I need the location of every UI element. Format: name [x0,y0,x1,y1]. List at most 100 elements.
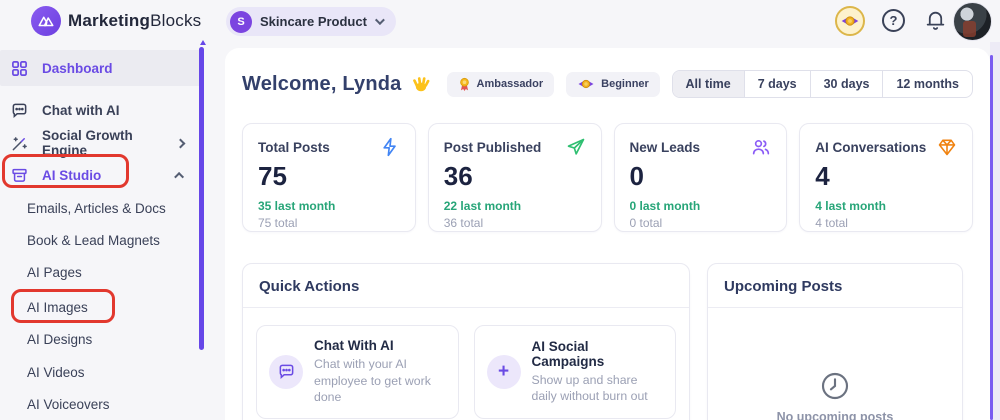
sidebar-item-label: Dashboard [42,60,113,76]
stat-last-month: 0 last month [629,199,701,213]
sidebar-subitem-book-lead-magnets[interactable]: Book & Lead Magnets [0,228,190,252]
chevron-down-icon [374,15,385,26]
chevron-up-icon [174,171,185,182]
stat-title: AI Conversations [815,139,927,155]
stat-value: 4 [815,161,830,191]
stat-card-ai-conversations: AI Conversations 4 4 last month 4 total [799,123,973,232]
badge-label: Ambassador [476,78,544,90]
waving-hand-icon [411,74,431,94]
sidebar-item-chat-with-ai[interactable]: Chat with AI [0,92,202,128]
stat-value: 75 [258,161,287,191]
stat-card-new-leads: New Leads 0 0 last month 0 total [613,123,788,232]
brand-name-bold: Marketing [68,11,151,30]
time-filter-12-months[interactable]: 12 months [882,71,972,97]
sidebar-subitem-ai-videos[interactable]: AI Videos [0,360,190,384]
workspace-initial: S [230,10,252,33]
sidebar-subitem-emails-articles-docs[interactable]: Emails, Articles & Docs [0,196,190,220]
sidebar-subitem-ai-images[interactable]: AI Images [0,295,190,319]
sidebar-item-social-growth-engine[interactable]: Social Growth Engine [0,125,202,161]
sidebar-subitem-label: AI Voiceovers [27,396,110,412]
badge-beginner: Beginner [566,71,660,97]
archive-box-icon [12,168,27,182]
quick-action-description: Chat with your AI employee to get work d… [314,357,431,405]
time-filter-all-time[interactable]: All time [672,71,744,97]
lightning-bolt-icon [383,137,396,157]
brand-name: MarketingBlocks [68,11,201,31]
stat-total: 0 total [629,216,663,230]
workspace-selector[interactable]: S Skincare Product [226,7,396,36]
gem-icon [938,139,956,156]
stat-value: 0 [629,161,644,191]
quick-action-title: Chat With AI [314,338,394,353]
quick-actions-title: Quick Actions [243,264,689,308]
help-question-icon: ? [889,13,898,28]
stat-card-total-posts: Total Posts 75 35 last month 75 total [242,123,416,232]
rewards-medal-button[interactable] [835,6,865,36]
clock-icon [821,372,849,400]
notifications-button[interactable] [923,8,948,33]
upcoming-posts-empty-state: No upcoming posts [708,370,962,420]
quick-action-ai-social-campaigns[interactable]: + AI Social Campaigns Show up and share … [473,325,676,419]
quick-action-description: Show up and share daily without burn out [531,372,648,404]
sidebar-subitem-label: Book & Lead Magnets [27,232,160,248]
paper-plane-icon [567,138,584,155]
main-content-panel: Welcome, Lynda Ambassador [225,48,990,420]
stat-last-month: 22 last month [443,199,522,213]
main-scrollbar-thumb[interactable] [990,55,993,420]
stat-total: 75 total [258,216,298,230]
stat-total: 4 total [815,216,848,230]
sidebar-subitem-ai-voiceovers[interactable]: AI Voiceovers [0,392,190,416]
stat-last-month: 35 last month [258,199,336,213]
upcoming-posts-panel: Upcoming Posts No upcoming posts [707,263,963,420]
badges: Ambassador Beginner [446,71,660,97]
brand-name-light: Blocks [150,11,202,30]
welcome-row: Welcome, Lynda Ambassador [242,70,973,98]
stat-card-post-published: Post Published 36 22 last month 36 total [427,123,602,232]
sidebar-item-dashboard[interactable]: Dashboard [0,50,202,86]
badge-label: Beginner [601,78,649,90]
brand-logo-icon[interactable] [31,6,61,36]
chat-bubble-icon [12,103,27,118]
medal-ribbon-icon [459,77,469,91]
upcoming-posts-title: Upcoming Posts [708,264,962,308]
time-filter: All time 7 days 30 days 12 months [671,70,973,98]
sidebar-item-ai-studio[interactable]: AI Studio [0,157,202,193]
time-filter-7-days[interactable]: 7 days [743,71,810,97]
stat-last-month: 4 last month [815,199,886,213]
quick-action-chat-with-ai[interactable]: Chat With AI Chat with your AI employee … [256,325,459,419]
main-scrollbar-track[interactable] [990,42,1000,420]
sidebar-item-label: Chat with AI [42,102,120,118]
sidebar-item-label: AI Studio [42,167,102,183]
badge-ambassador: Ambassador [446,71,555,97]
users-icon [753,139,770,155]
stat-title: Post Published [443,139,542,155]
quick-actions-panel: Quick Actions Chat With AI Chat with you… [242,263,690,420]
magic-wand-icon [12,136,27,150]
user-avatar[interactable] [953,2,992,41]
workspace-name: Skincare Product [260,14,367,29]
stat-value: 36 [443,161,473,191]
sidebar-subitem-label: AI Pages [27,264,82,280]
quick-actions-cards: Chat With AI Chat with your AI employee … [243,308,689,419]
sidebar-subitem-label: AI Videos [27,364,85,380]
stats-row: Total Posts 75 35 last month 75 total Po… [242,123,973,232]
sidebar-scrollbar-arrow[interactable] [200,40,206,45]
mountain-m-icon [38,16,54,27]
chevron-right-icon [175,138,186,148]
sidebar-subitem-ai-pages[interactable]: AI Pages [0,260,190,284]
stat-total: 36 total [443,216,484,230]
sidebar-subitem-ai-designs[interactable]: AI Designs [0,327,190,351]
sidebar-item-label: Social Growth Engine [42,128,133,158]
gold-winged-medal-icon [841,16,859,26]
help-button[interactable]: ? [882,9,905,32]
page-title: Welcome, Lynda [242,72,402,95]
sidebar-subitem-label: Emails, Articles & Docs [27,200,166,216]
plus-glyph: + [497,360,510,382]
chat-bubble-icon [269,354,303,389]
stat-title: Total Posts [258,139,330,155]
time-filter-30-days[interactable]: 30 days [809,71,883,97]
sidebar-scrollbar[interactable] [199,47,204,350]
upcoming-posts-empty-text: No upcoming posts [776,410,894,420]
sidebar-subitem-label: AI Designs [27,331,93,347]
grid-icon [12,60,27,76]
